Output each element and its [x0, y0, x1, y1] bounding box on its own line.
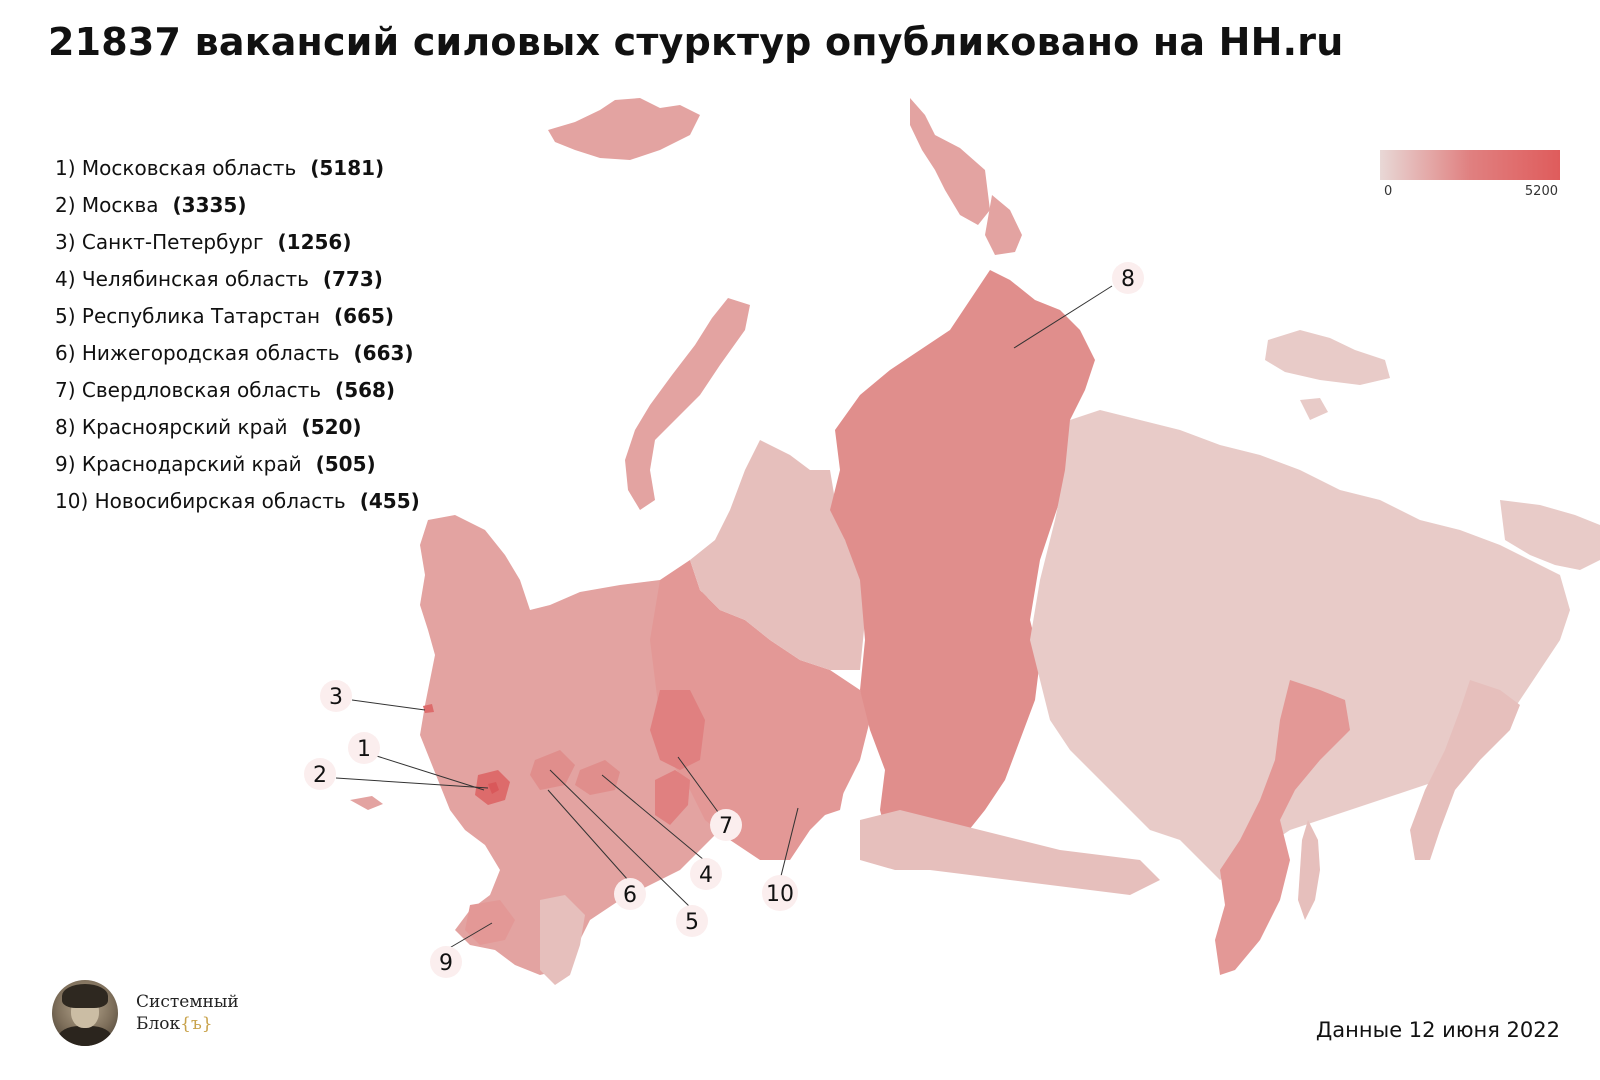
color-scale-max-label: 5200	[1524, 184, 1558, 199]
ranking-item: 7) Свердловская область (568)	[55, 372, 420, 409]
brand-logo: Системный Блок{ъ}	[52, 980, 239, 1046]
ranking-count: (665)	[334, 304, 395, 328]
brand-line-1: Системный	[136, 992, 239, 1012]
ranking-rank: 8)	[55, 415, 76, 439]
page-title: 21837 вакансий силовых стурктур опублико…	[48, 20, 1344, 64]
ranking-region: Новосибирская область	[94, 489, 346, 513]
new-siberian-islands	[1265, 330, 1390, 420]
ranking-rank: 3)	[55, 230, 76, 254]
ranking-region: Санкт-Петербург	[81, 230, 264, 254]
brand-name: Системный Блок{ъ}	[136, 991, 239, 1035]
ranking-list: 1) Московская область (5181) 2) Москва (33…	[55, 150, 420, 520]
region-krasnoyarsk	[830, 270, 1095, 860]
ranking-item: 5) Республика Татарстан (665)	[55, 298, 420, 335]
region-chelyabinsk	[655, 770, 690, 825]
color-scale-legend: 0 5200	[1380, 150, 1560, 199]
ranking-region: Москва	[81, 193, 159, 217]
ranking-region: Республика Татарстан	[81, 304, 321, 328]
ranking-item: 8) Красноярский край (520)	[55, 409, 420, 446]
ranking-region: Московская область	[81, 156, 297, 180]
region-saint-petersburg	[423, 704, 434, 713]
callout-lines	[335, 285, 1113, 951]
highlighted-regions	[423, 690, 845, 945]
ranking-count: (663)	[353, 341, 414, 365]
region-nizhny-novgorod	[530, 750, 575, 790]
ranking-item: 4) Челябинская область (773)	[55, 261, 420, 298]
region-kamchatka	[1410, 680, 1520, 860]
callout-label-4: 4	[699, 863, 713, 888]
avatar-portrait-icon	[52, 980, 118, 1046]
ranking-count: (455)	[359, 489, 420, 513]
region-khabarovsk	[1215, 680, 1350, 975]
callout-label-3: 3	[329, 685, 343, 710]
region-yakutia	[1030, 410, 1570, 880]
region-sverdlovsk	[650, 690, 705, 770]
ranking-count: (520)	[301, 415, 362, 439]
ranking-item: 10) Новосибирская область (455)	[55, 483, 420, 520]
ranking-rank: 9)	[55, 452, 76, 476]
color-scale-bar	[1380, 150, 1560, 180]
region-moscow-city	[488, 782, 499, 794]
callout-label-9: 9	[439, 951, 453, 976]
data-date-note: Данные 12 июня 2022	[1315, 1018, 1560, 1042]
region-sakhalin	[1298, 820, 1320, 920]
ranking-item: 9) Краснодарский край (505)	[55, 446, 420, 483]
callout-label-5: 5	[685, 910, 699, 935]
callout-label-10: 10	[766, 882, 794, 907]
ranking-rank: 4)	[55, 267, 76, 291]
ranking-count: (3335)	[172, 193, 247, 217]
ranking-rank: 6)	[55, 341, 76, 365]
color-scale-min-label: 0	[1384, 184, 1393, 199]
region-tatarstan	[575, 760, 620, 795]
ranking-rank: 2)	[55, 193, 76, 217]
ranking-rank: 7)	[55, 378, 76, 402]
ranking-count: (5181)	[310, 156, 385, 180]
ranking-item: 2) Москва (3335)	[55, 187, 420, 224]
brand-line-2: Блок	[136, 1014, 181, 1034]
novaya-zemlya-island	[625, 298, 750, 510]
callout-label-7: 7	[719, 814, 733, 839]
region-caucasus	[540, 895, 585, 985]
brand-accent: {ъ}	[180, 1014, 213, 1034]
ranking-item: 3) Санкт-Петербург (1256)	[55, 224, 420, 261]
callout-labels: 1 2 3 4 5 6 7 8 9 10	[304, 262, 1144, 978]
ranking-region: Красноярский край	[81, 415, 288, 439]
callout-label-2: 2	[313, 763, 327, 788]
ranking-region: Челябинская область	[81, 267, 309, 291]
ranking-region: Краснодарский край	[81, 452, 302, 476]
ranking-region: Свердловская область	[81, 378, 322, 402]
region-yamal	[690, 440, 865, 670]
callout-label-1: 1	[357, 737, 371, 762]
ranking-region: Нижегородская область	[81, 341, 340, 365]
ranking-count: (1256)	[277, 230, 352, 254]
ranking-rank: 1)	[55, 156, 76, 180]
region-novosibirsk	[790, 770, 845, 820]
ranking-count: (505)	[315, 452, 376, 476]
ranking-count: (568)	[335, 378, 396, 402]
ranking-item: 6) Нижегородская область (663)	[55, 335, 420, 372]
arctic-islands	[350, 98, 1065, 810]
ranking-rank: 10)	[55, 489, 89, 513]
ranking-item: 1) Московская область (5181)	[55, 150, 420, 187]
region-krasnodar	[465, 900, 515, 945]
region-chukotka	[1500, 500, 1600, 570]
ranking-rank: 5)	[55, 304, 76, 328]
ranking-count: (773)	[322, 267, 383, 291]
callout-label-6: 6	[623, 883, 637, 908]
region-south-siberia	[860, 810, 1160, 895]
region-european-russia	[420, 515, 790, 975]
callout-label-8: 8	[1121, 267, 1135, 292]
